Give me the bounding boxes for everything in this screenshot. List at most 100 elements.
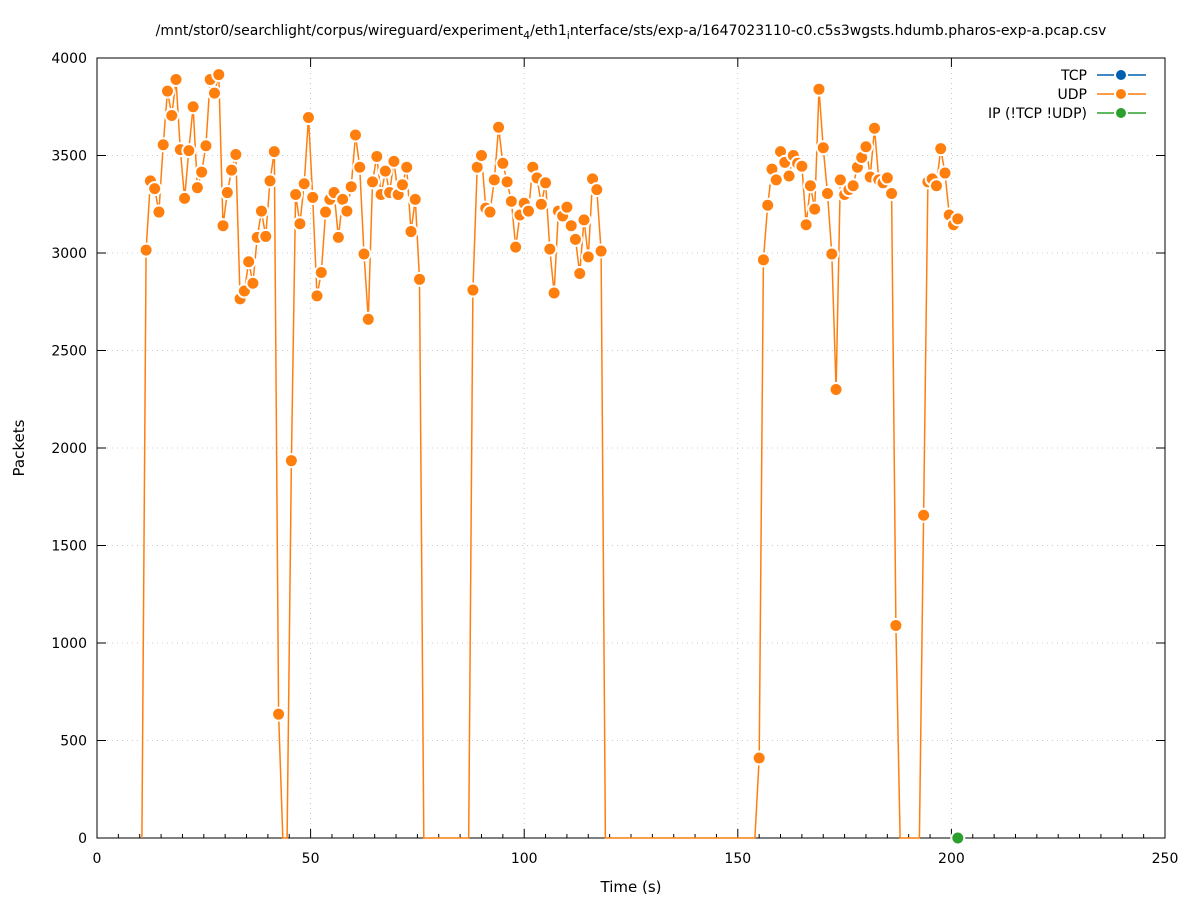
legend-marker <box>1114 68 1128 82</box>
data-point <box>168 71 184 87</box>
data-point <box>347 127 363 143</box>
data-point <box>593 243 609 259</box>
y-tick-label: 3500 <box>51 149 87 165</box>
data-point <box>473 148 489 163</box>
data-point <box>538 175 554 191</box>
grid <box>97 58 1165 838</box>
data-point <box>828 382 844 397</box>
data-point <box>369 148 385 164</box>
data-point <box>181 143 197 159</box>
data-point <box>271 706 287 722</box>
data-point <box>802 178 818 194</box>
chart-title-part: i <box>567 29 570 42</box>
data-point <box>360 311 376 327</box>
data-point <box>533 196 549 212</box>
axis-ticks <box>96 57 1166 839</box>
data-point <box>815 140 831 156</box>
data-point <box>198 138 214 154</box>
data-point <box>164 108 180 124</box>
data-point <box>318 204 334 220</box>
data-point <box>194 164 210 180</box>
y-tick-label: 0 <box>78 831 87 847</box>
data-point <box>211 67 227 83</box>
data-point <box>288 187 304 202</box>
data-point <box>858 139 874 155</box>
legend-label: IP (!TCP !UDP) <box>988 106 1087 122</box>
data-point <box>292 216 308 232</box>
data-point <box>309 288 325 304</box>
data-point <box>343 179 359 195</box>
data-point <box>151 204 167 220</box>
y-tick-label: 2500 <box>51 344 87 360</box>
data-point <box>546 285 562 301</box>
x-tick-labels: 0 50 100 150 200 250 <box>93 851 1179 867</box>
data-point <box>266 144 282 160</box>
y-tick-labels: 0 500 1000 1500 2000 2500 3000 3500 4000 <box>51 51 87 847</box>
chart-title-part: /mnt/stor0/searchlight/corpus/wireguard/… <box>156 23 524 39</box>
data-point <box>542 241 558 257</box>
data-point <box>189 180 205 196</box>
legend-label: UDP <box>1058 87 1087 103</box>
data-point <box>185 99 201 115</box>
chart-title: /mnt/stor0/searchlight/corpus/wireguard/… <box>156 23 1107 42</box>
data-point <box>407 191 423 207</box>
data-point <box>576 212 592 228</box>
data-point <box>356 246 372 262</box>
y-tick-label: 1500 <box>51 539 87 555</box>
data-point <box>928 178 944 194</box>
data-point <box>933 141 949 157</box>
data-point <box>884 186 900 202</box>
chart-title-part: /eth1 <box>530 23 567 39</box>
data-point <box>520 203 536 219</box>
data-point <box>138 242 154 258</box>
x-tick-label: 50 <box>302 851 320 867</box>
data-point <box>486 172 502 188</box>
data-point <box>832 172 848 188</box>
y-tick-label: 4000 <box>51 51 87 67</box>
data-point <box>206 85 222 101</box>
data-point <box>399 159 415 175</box>
data-point <box>559 199 575 215</box>
data-point <box>245 275 261 291</box>
y-tick-label: 3000 <box>51 246 87 262</box>
y-tick-label: 1000 <box>51 636 87 652</box>
data-point <box>563 218 579 234</box>
data-point <box>589 182 605 198</box>
data-point <box>403 224 419 240</box>
data-point <box>305 189 321 205</box>
data-point <box>177 190 193 206</box>
data-point <box>794 158 810 174</box>
data-point <box>580 249 596 265</box>
data-point <box>219 185 235 201</box>
data-point <box>258 228 274 244</box>
data-point <box>241 254 257 270</box>
data-point <box>300 109 316 125</box>
x-tick-label: 150 <box>724 851 751 867</box>
data-point <box>572 265 588 281</box>
series-lines <box>141 73 959 839</box>
data-point <box>811 81 827 97</box>
data-point <box>879 170 895 186</box>
y-axis-title: Packets <box>10 419 28 476</box>
data-point <box>482 204 498 220</box>
data-point <box>503 193 519 209</box>
data-point <box>224 162 240 178</box>
data-point <box>228 147 244 163</box>
data-point <box>386 153 402 169</box>
data-point <box>283 453 299 469</box>
legend-label: TCP <box>1060 68 1087 84</box>
data-point <box>755 252 771 268</box>
data-point <box>215 218 231 234</box>
data-point <box>147 181 163 197</box>
data-point <box>412 271 428 287</box>
data-point <box>313 265 329 280</box>
data-point <box>377 163 393 179</box>
data-point <box>760 197 776 213</box>
data-point <box>253 203 269 219</box>
data-point <box>262 173 278 189</box>
data-point <box>768 172 784 188</box>
x-tick-label: 200 <box>938 851 965 867</box>
data-point <box>950 211 966 227</box>
data-point <box>937 165 953 181</box>
